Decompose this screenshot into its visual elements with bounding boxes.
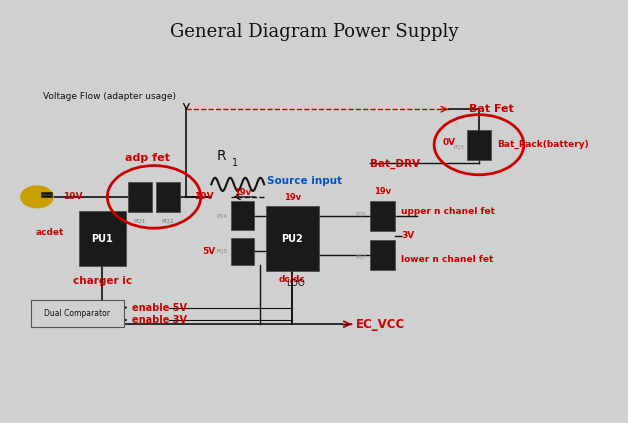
FancyBboxPatch shape <box>370 201 395 231</box>
Text: PQ7: PQ7 <box>356 255 367 260</box>
Text: PU2: PU2 <box>281 233 303 244</box>
Text: 19v: 19v <box>234 188 251 197</box>
Text: PQ5: PQ5 <box>453 144 464 149</box>
Text: General Diagram Power Supply: General Diagram Power Supply <box>170 23 458 41</box>
FancyBboxPatch shape <box>230 238 254 265</box>
Text: 19V: 19V <box>63 192 83 201</box>
Text: LDO: LDO <box>286 279 305 288</box>
FancyBboxPatch shape <box>230 201 254 230</box>
FancyBboxPatch shape <box>79 212 126 266</box>
Text: 19v: 19v <box>284 193 301 202</box>
Text: lower n chanel fet: lower n chanel fet <box>401 255 494 264</box>
Text: PU1: PU1 <box>92 233 113 244</box>
Text: charger ic: charger ic <box>73 276 132 286</box>
FancyBboxPatch shape <box>266 206 318 271</box>
FancyBboxPatch shape <box>128 182 151 212</box>
Text: 19V: 19V <box>194 192 214 201</box>
Text: PQ1: PQ1 <box>134 218 146 223</box>
Text: PQ2: PQ2 <box>161 218 174 223</box>
FancyBboxPatch shape <box>156 182 180 212</box>
Text: PQ4: PQ4 <box>217 213 227 218</box>
Text: dc/dc: dc/dc <box>279 275 306 283</box>
Text: 19v: 19v <box>374 187 391 196</box>
Text: PQ5: PQ5 <box>217 249 227 254</box>
Text: PQ6: PQ6 <box>356 211 367 216</box>
FancyBboxPatch shape <box>31 300 124 327</box>
Text: 1: 1 <box>232 158 238 168</box>
Text: EC_VCC: EC_VCC <box>356 318 406 331</box>
Text: Dual Comparator: Dual Comparator <box>45 309 111 318</box>
Text: adp fet: adp fet <box>126 154 170 164</box>
Text: Bat Fet: Bat Fet <box>469 104 514 114</box>
Text: Voltage Flow (adapter usage): Voltage Flow (adapter usage) <box>43 92 176 101</box>
FancyBboxPatch shape <box>467 130 490 160</box>
Text: Source input: Source input <box>268 176 342 187</box>
Text: Bat_DRV: Bat_DRV <box>370 158 420 169</box>
Text: upper n chanel fet: upper n chanel fet <box>401 207 495 216</box>
Text: enable 3V: enable 3V <box>133 315 187 325</box>
Text: R: R <box>217 149 227 164</box>
Text: 5V: 5V <box>202 247 215 255</box>
Text: 0V: 0V <box>443 138 456 147</box>
FancyBboxPatch shape <box>370 240 395 270</box>
Text: Bat_Pack(battery): Bat_Pack(battery) <box>497 140 588 149</box>
Text: 3V: 3V <box>401 231 414 240</box>
Text: acdet: acdet <box>35 228 64 237</box>
Text: enable 5V: enable 5V <box>133 302 187 313</box>
Circle shape <box>21 186 53 208</box>
